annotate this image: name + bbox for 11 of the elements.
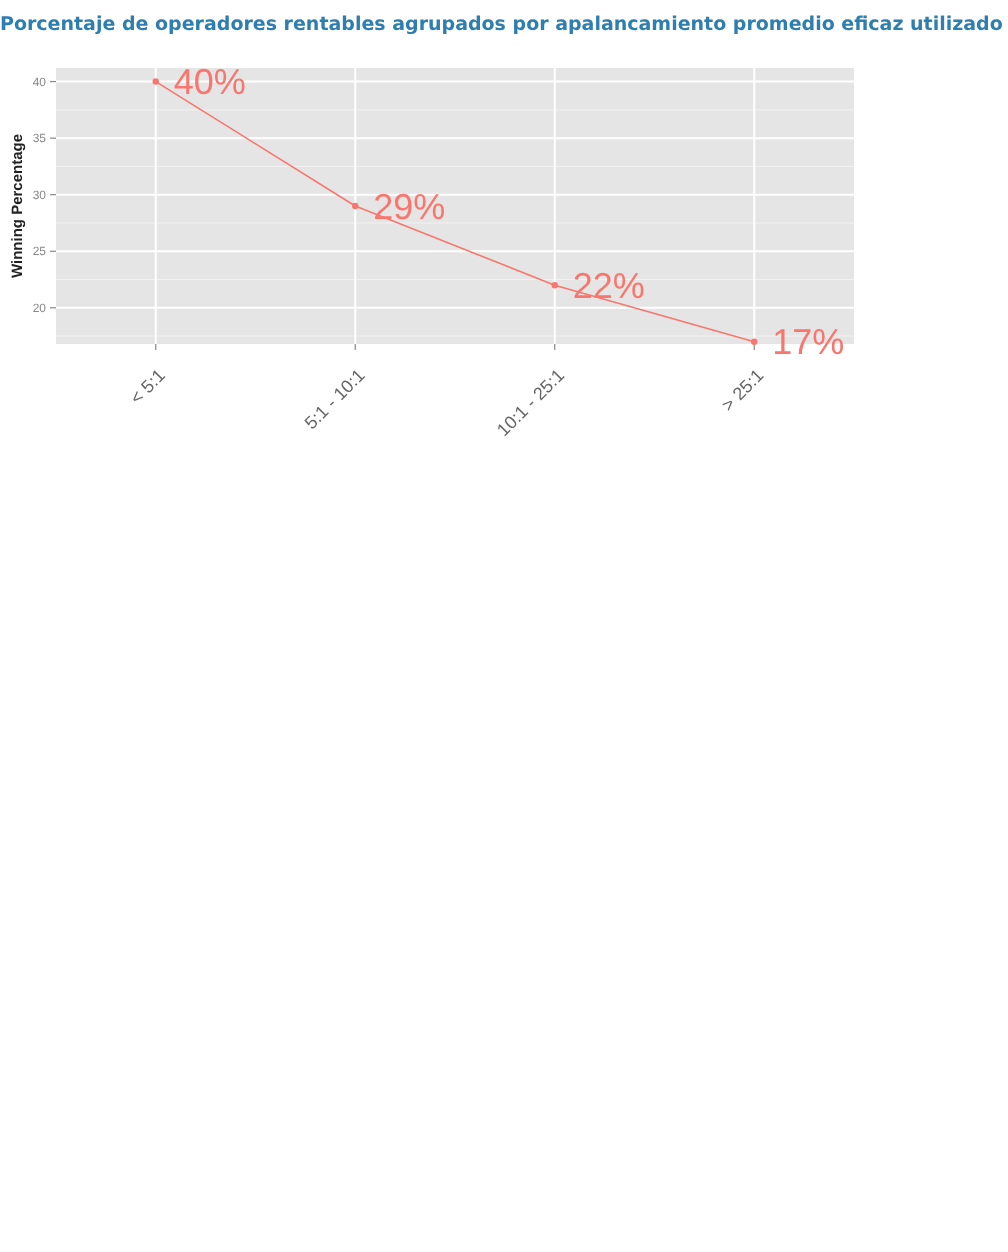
point bbox=[551, 281, 558, 289]
x-tick-label: 5:1 - 10:1 bbox=[300, 365, 369, 434]
data-label: 40% bbox=[173, 62, 246, 103]
point bbox=[751, 338, 758, 345]
point bbox=[352, 202, 359, 210]
x-tick-label: < 5:1 bbox=[126, 365, 170, 408]
data-label: 17% bbox=[772, 322, 845, 363]
chart-title: Porcentaje de operadores rentables agrupados por apalancamiento promedio eficaz utilizado bbox=[0, 14, 1004, 36]
data-label: 22% bbox=[572, 265, 645, 306]
data-label: 29% bbox=[373, 186, 446, 227]
point bbox=[152, 78, 159, 85]
